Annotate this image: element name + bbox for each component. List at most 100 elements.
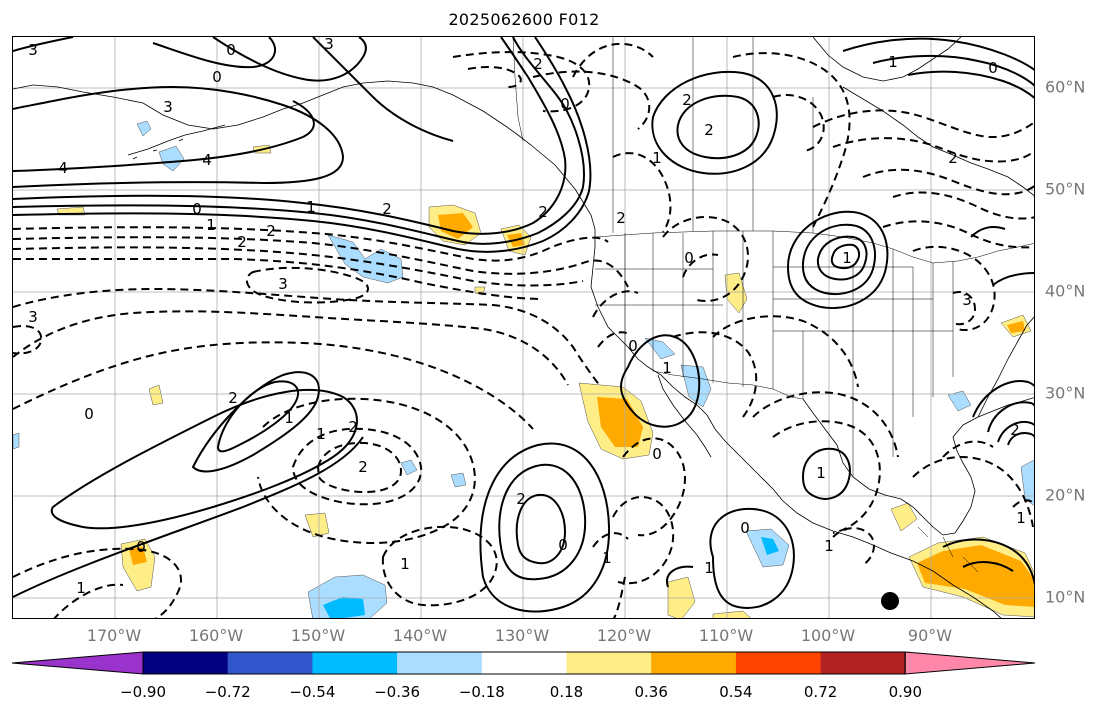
- positive-contour: [970, 226, 1006, 238]
- colorbar-swatch: [143, 652, 229, 674]
- positive-anomaly-region: [667, 576, 696, 618]
- colorbar-swatch: [651, 652, 737, 674]
- positive-contour: [620, 334, 701, 428]
- negative-contour: [672, 331, 758, 418]
- positive-contour: [842, 37, 1034, 71]
- contour-label: 1: [842, 249, 852, 267]
- alaska-coastline: [13, 80, 576, 190]
- contour-label: 2: [358, 458, 368, 476]
- us-mexico-border: [652, 370, 804, 400]
- colorbar-swatch: [312, 652, 398, 674]
- positive-contour: [987, 401, 1034, 433]
- colorbar-tick-label: −0.18: [458, 683, 505, 701]
- negative-contour: [13, 226, 609, 262]
- longitude-label: 140°W: [392, 626, 448, 645]
- negative-anomaly-region: [761, 537, 779, 555]
- contour-label: 1: [400, 555, 410, 573]
- negative-contour: [812, 109, 1034, 139]
- longitude-label: 120°W: [596, 626, 652, 645]
- contour-label: 1: [306, 198, 316, 216]
- negative-contour: [882, 220, 1034, 249]
- colorbar-outline: [142, 651, 906, 675]
- colorbar-tick-label: 0.72: [803, 683, 838, 701]
- negative-contour: [257, 397, 476, 544]
- contour-label: 3: [163, 98, 173, 116]
- positive-contour: [676, 94, 760, 160]
- contour-label: 3: [962, 291, 972, 309]
- negative-contour: [53, 583, 124, 618]
- negative-anomaly-region: [1020, 459, 1034, 506]
- negative-contour: [13, 310, 569, 386]
- map-title: 2025062600 F012: [448, 10, 600, 29]
- state-borders: [595, 231, 954, 477]
- positive-contour: [962, 561, 1014, 572]
- political-borders: [512, 37, 1034, 573]
- positive-contour: [907, 70, 1034, 99]
- negative-contour: [612, 576, 626, 618]
- negative-anomaly-region: [450, 472, 467, 488]
- colorbar-swatch: [735, 652, 822, 674]
- contour-label: 2: [704, 121, 714, 139]
- negative-contour: [13, 258, 544, 300]
- positive-contour: [830, 243, 861, 270]
- negative-anomaly-region: [158, 145, 185, 172]
- contour-label: 1: [824, 537, 834, 555]
- location-marker-dot: [881, 592, 899, 610]
- positive-contour: [13, 436, 364, 598]
- negative-contour: [597, 331, 632, 348]
- negative-contour: [732, 52, 851, 228]
- positive-contour: [1007, 432, 1034, 446]
- positive-contour: [515, 493, 567, 565]
- positive-anomaly-region: [917, 545, 1034, 607]
- negative-contour: [13, 341, 534, 430]
- contour-label: 0: [192, 200, 202, 218]
- contour-label: 1: [704, 559, 714, 577]
- map-canvas: 3 0 3 0 3 4 4 0 1 1 2 2 2 3 3 2 0 2 2 1 …: [13, 37, 1034, 618]
- contour-label: 4: [202, 151, 212, 169]
- contour-label: 2: [266, 222, 276, 240]
- negative-anomaly-region: [400, 459, 418, 476]
- latitude-label: 60°N: [1045, 77, 1086, 97]
- colorbar-swatch: [566, 652, 652, 674]
- negative-contour: [1012, 499, 1034, 508]
- contour-label: 2: [616, 209, 626, 227]
- pacific-coast: [574, 188, 1002, 618]
- contour-label: 1: [1016, 509, 1026, 527]
- negative-anomaly-region: [644, 337, 676, 360]
- contour-label: 0: [628, 337, 638, 355]
- negative-contour: [572, 43, 654, 78]
- negative-anomaly-region: [323, 597, 365, 618]
- contour-label: 2: [682, 91, 692, 109]
- colorbar-tick-label: −0.72: [204, 683, 251, 701]
- positive-contour: [13, 37, 74, 52]
- positive-anomaly-region: [1007, 321, 1025, 333]
- contour-label: 2: [228, 389, 238, 407]
- contour-label: 1: [316, 425, 326, 443]
- contour-label: 0: [560, 95, 570, 113]
- negative-contour: [682, 253, 719, 278]
- positive-contour: [801, 223, 876, 295]
- contour-label: 2: [533, 55, 543, 73]
- hudson-bay: [812, 37, 962, 82]
- colorbar-tick-label: 0.90: [888, 683, 922, 701]
- colorbar-tick-label: −0.54: [289, 683, 336, 701]
- negative-contour: [772, 94, 825, 152]
- contour-label: 3: [278, 275, 288, 293]
- positive-contour: [972, 380, 1034, 418]
- negative-contour: [532, 70, 651, 130]
- positive-anomaly-region: [304, 512, 330, 538]
- longitude-label: 150°W: [290, 626, 346, 645]
- positive-contour: [651, 70, 778, 175]
- negative-contour: [942, 440, 994, 458]
- latitude-label: 30°N: [1045, 383, 1086, 403]
- negative-contour: [13, 287, 602, 388]
- latitude-label: 10°N: [1045, 587, 1086, 607]
- longitude-label: 100°W: [800, 626, 856, 645]
- negative-contour: [952, 291, 977, 326]
- positive-contour: [479, 442, 611, 613]
- contour-label: 1: [652, 149, 662, 167]
- positive-contour: [801, 447, 851, 500]
- contour-label: 0: [684, 249, 694, 267]
- negative-contour: [752, 391, 899, 458]
- contour-label: 0: [226, 41, 236, 59]
